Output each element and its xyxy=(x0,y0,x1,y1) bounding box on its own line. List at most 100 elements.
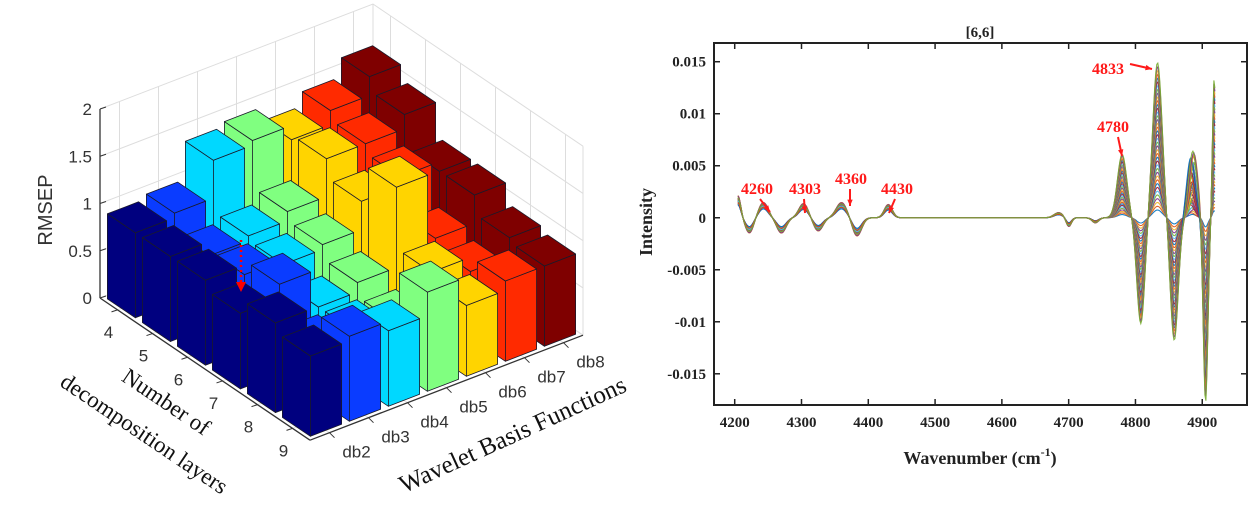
z-tick-label: 1 xyxy=(83,195,92,214)
y-tick-label: -0.005 xyxy=(667,263,706,279)
y-tick-label: -0.01 xyxy=(675,315,706,331)
bar-top-face xyxy=(246,291,308,324)
x-tick-label: db6 xyxy=(498,383,526,402)
y-tick-label: 0.015 xyxy=(672,55,706,71)
y-tick-label: 0.01 xyxy=(680,107,706,123)
annotation-arrowhead xyxy=(1145,64,1152,71)
x-tick-label: 4300 xyxy=(786,415,816,431)
y-tick-label: -0.015 xyxy=(667,367,706,383)
z-tick-label: 0.5 xyxy=(68,242,92,261)
spectrum-line xyxy=(737,61,1216,401)
y-tick xyxy=(111,309,118,313)
z-tick xyxy=(99,295,107,299)
z-tick-label: 0 xyxy=(83,289,92,308)
annotation-4360: 4360 xyxy=(835,171,867,206)
z-tick-label: 1.5 xyxy=(68,147,92,166)
tick-marks: 4200 4300 4400 4500 4600 4700 4800 4900 -0.015 -0… xyxy=(667,43,1247,431)
z-tick-label: 2 xyxy=(83,100,92,119)
bar-front-face xyxy=(544,253,576,347)
x-tick-label: db5 xyxy=(459,398,487,417)
bar-top-face xyxy=(141,225,203,257)
spectra-lines xyxy=(737,61,1216,401)
bar-top-face xyxy=(293,213,355,246)
bar-9-db2 xyxy=(281,324,343,437)
x-axis-label-sup: -1 xyxy=(1041,445,1051,459)
y-tick xyxy=(286,427,293,431)
bar-top-face xyxy=(340,45,402,77)
annotation-label: 4430 xyxy=(881,181,913,198)
z-tick xyxy=(99,106,107,110)
y-tick-label: 0 xyxy=(699,211,707,227)
y-tick-label: 7 xyxy=(209,394,218,413)
x-tick-label: db8 xyxy=(576,353,604,372)
y-tick-label: 8 xyxy=(244,418,253,437)
z-tick xyxy=(99,248,107,252)
x-tick-label: db2 xyxy=(342,443,370,462)
y-tick-label: 0.005 xyxy=(672,159,706,175)
bar-top-face xyxy=(250,252,312,285)
x-axis-label: Wavenumber (cm-1) xyxy=(903,445,1056,469)
x-tick-label: db4 xyxy=(420,413,448,432)
bars xyxy=(107,45,576,437)
annotation-arrowhead xyxy=(763,205,770,212)
z-tick xyxy=(99,201,107,204)
x-tick xyxy=(329,432,335,439)
bar-top-face xyxy=(301,79,363,111)
x-axis-label-main: Wavenumber (cm xyxy=(903,448,1040,469)
bar-top-face xyxy=(336,112,398,145)
red-arrow-annotation xyxy=(236,240,246,292)
bar-top-face xyxy=(328,251,390,283)
x-tick-label: 4700 xyxy=(1054,415,1084,431)
y-tick xyxy=(146,333,153,337)
bar-top-face xyxy=(375,83,437,115)
bar-top-face xyxy=(297,127,359,160)
peak-annotations: 4260 4303 4360 4430 4780 4833 xyxy=(741,61,1153,214)
bar-top-face xyxy=(516,234,576,267)
z-axis-label: RMSEP xyxy=(35,174,57,245)
bar-top-face xyxy=(367,155,429,188)
annotation-arrowhead xyxy=(847,199,853,206)
y-tick xyxy=(251,404,258,408)
y-tick xyxy=(181,356,188,360)
x-tick-label: db3 xyxy=(381,428,409,447)
bar-top-face xyxy=(445,163,507,196)
x-tick xyxy=(407,402,413,409)
x-tick xyxy=(524,357,530,364)
y-tick-label: 9 xyxy=(279,441,288,460)
z-tick xyxy=(99,153,107,157)
y-axis-label: Intensity xyxy=(636,188,656,256)
annotation-label: 4360 xyxy=(835,171,867,188)
arrow-head xyxy=(236,282,246,292)
chart-title: [6,6] xyxy=(966,25,995,41)
bar-top-face xyxy=(107,201,168,234)
x-tick-label: 4500 xyxy=(920,415,950,431)
bar-top-face xyxy=(480,206,541,239)
x-tick-label: 4400 xyxy=(853,415,883,431)
x-axis-label-end: ) xyxy=(1051,448,1057,469)
bar-top-face xyxy=(145,181,207,214)
x-tick xyxy=(446,387,452,394)
bar-top-face xyxy=(223,109,285,141)
y-axis-line xyxy=(99,297,311,441)
bar-front-face xyxy=(348,323,382,422)
bar-top-face xyxy=(476,249,537,282)
x-tick-label: 4200 xyxy=(720,415,750,431)
x-tick xyxy=(368,417,374,424)
tick-labels: 0 0.5 1 1.5 2 4 5 6 7 8 9 db2 db3 db4 db5 db6 db7 db8 xyxy=(68,100,604,462)
bar-top-face xyxy=(219,204,281,237)
bar-top-face xyxy=(176,248,238,281)
x-tick-label: 4800 xyxy=(1120,415,1150,431)
y-tick xyxy=(216,380,223,384)
annotation-4833: 4833 xyxy=(1092,61,1153,78)
annotation-4260: 4260 xyxy=(741,181,773,213)
y-tick-label: 6 xyxy=(174,370,183,389)
annotation-label: 4260 xyxy=(741,181,773,198)
bar-top-face xyxy=(320,304,382,337)
x-tick-label: 4600 xyxy=(987,415,1017,431)
x-tick xyxy=(563,342,569,349)
y-tick-label: 4 xyxy=(104,323,113,342)
annotation-4430: 4430 xyxy=(881,181,913,214)
annotation-label: 4303 xyxy=(789,181,821,198)
annotation-arrowhead xyxy=(889,206,894,213)
